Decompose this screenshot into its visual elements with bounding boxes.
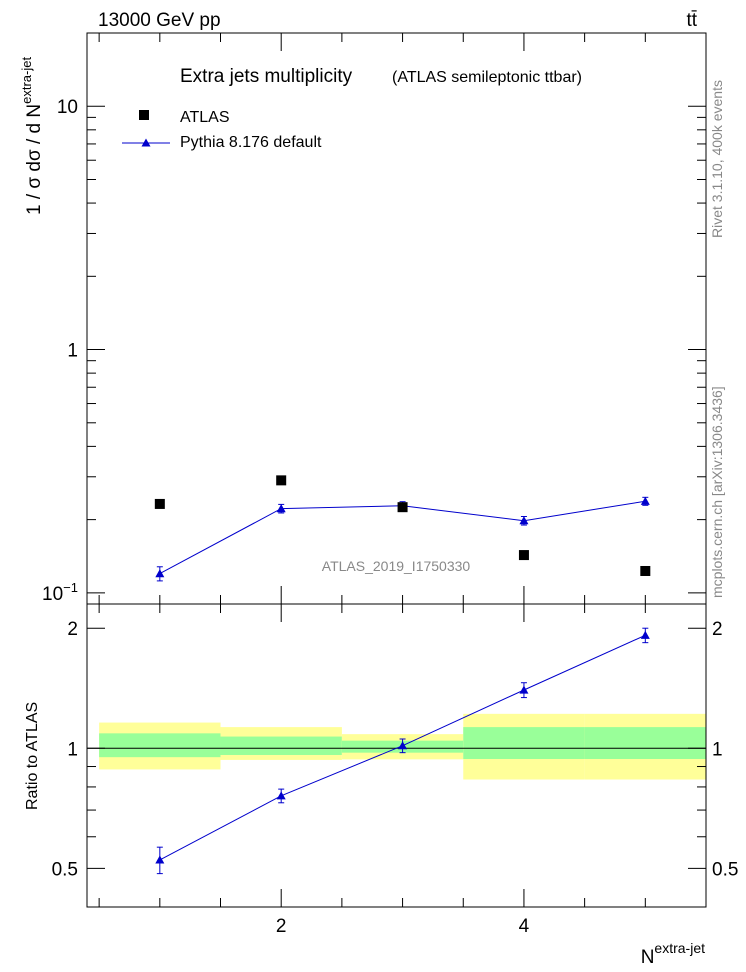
y-tick-label: 10−1: [42, 580, 78, 605]
main-y-title-sup: extra-jet: [19, 57, 34, 104]
ratio-y-tick-label: 1: [67, 739, 78, 760]
plot-subtitle: (ATLAS semileptonic ttbar): [392, 69, 582, 86]
y-tick-label: 1: [67, 341, 78, 362]
main-y-title-text: 1 / σ dσ / d Nextra-jet: [19, 57, 45, 215]
ratio-y-axis: 0.5 0.5 1 1 2 2: [52, 619, 739, 880]
ratio-point: [519, 685, 529, 694]
main-y-axis: 10−1 1 10: [42, 32, 706, 605]
data-main-point: [397, 502, 408, 513]
ratio-point: [640, 630, 650, 639]
mc-main-point: [276, 504, 286, 513]
legend-data-marker: [139, 110, 149, 120]
band-inner: [99, 733, 221, 758]
legend-data-label: ATLAS: [180, 109, 230, 126]
ratio-y-title: Ratio to ATLAS: [24, 702, 41, 810]
band-inner: [584, 727, 706, 759]
ratio-point: [276, 791, 286, 800]
mc-main-point: [519, 516, 529, 525]
legend-mc-label: Pythia 8.176 default: [180, 134, 322, 151]
data-series-main: [154, 475, 651, 576]
mc-series-ratio: [155, 627, 650, 875]
data-main-point: [518, 550, 529, 561]
ratio-y-tick-label-right: 1: [712, 739, 723, 760]
x-tick-label: 2: [276, 916, 287, 937]
legend-mc-marker: [141, 138, 151, 147]
band-inner: [220, 736, 342, 755]
y-tick-label: 10: [57, 97, 78, 118]
x-tick-label: 4: [519, 916, 530, 937]
main-y-title: 1 / σ dσ / d Nextra-jet: [19, 57, 45, 215]
data-main-point: [640, 565, 651, 576]
side-mcplots-info: mcplots.cern.ch [arXiv:1306.3436]: [709, 386, 725, 598]
ratio-y-tick-label: 2: [67, 619, 78, 640]
ratio-y-tick-label-right: 0.5: [712, 859, 738, 880]
legend: ATLAS Pythia 8.176 default: [122, 109, 322, 151]
analysis-watermark: ATLAS_2019_I1750330: [322, 558, 471, 574]
ratio-point: [398, 741, 408, 750]
header-process: tt̄: [686, 10, 697, 31]
data-main-point: [154, 498, 165, 509]
ratio-plot-frame: [86, 603, 707, 908]
ratio-y-tick-label-right: 2: [712, 619, 723, 640]
mc-main-point: [640, 496, 650, 505]
x-axis-title: Nextra-jet: [641, 940, 705, 968]
band-inner: [463, 727, 585, 759]
data-main-point: [276, 475, 287, 486]
x-axis-title-sup: extra-jet: [654, 940, 705, 956]
plot-title: Extra jets multiplicity: [180, 66, 353, 87]
ratio-uncertainty-bands: [87, 713, 706, 780]
header-energy: 13000 GeV pp: [98, 10, 221, 31]
ratio-y-tick-label: 0.5: [52, 859, 78, 880]
ratio-point: [155, 855, 165, 864]
mc-main-point: [155, 569, 165, 578]
side-rivet-info: Rivet 3.1.10, 400k events: [709, 80, 725, 238]
